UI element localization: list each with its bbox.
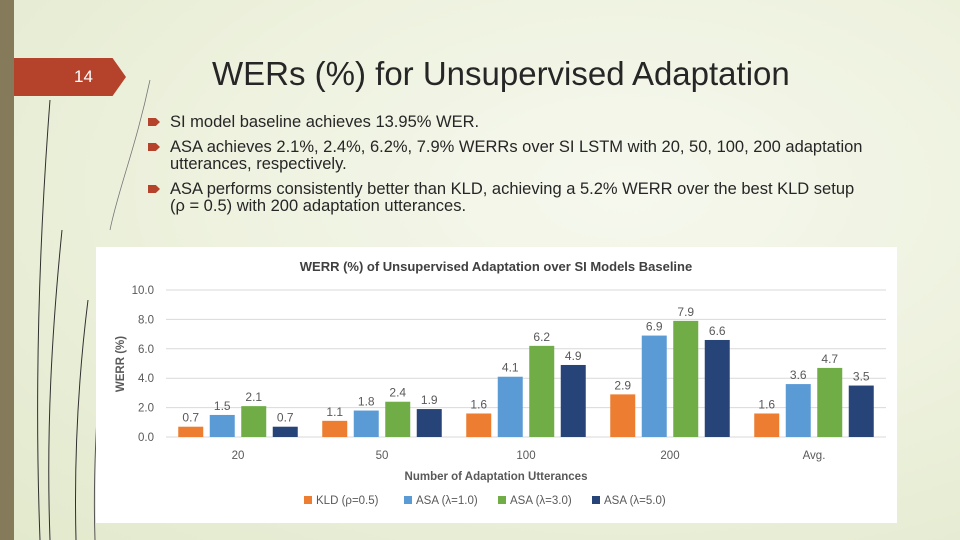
bar (529, 345, 555, 437)
bar (754, 413, 780, 437)
bar (641, 335, 667, 437)
data-label: 1.1 (326, 405, 343, 419)
bar (322, 420, 348, 437)
data-label: 4.7 (821, 352, 838, 366)
bullet-arrow-icon (148, 118, 160, 126)
left-accent-bar (0, 0, 14, 540)
bar (241, 406, 267, 437)
data-label: 1.5 (214, 399, 231, 413)
y-tick-labels: 10.0 8.0 6.0 4.0 2.0 0.0 (132, 285, 154, 444)
data-label: 3.6 (790, 368, 807, 382)
y-tick-label: 2.0 (138, 403, 154, 415)
bar (785, 384, 811, 437)
bar (610, 394, 636, 437)
bullet-list: SI model baseline achieves 13.95% WER. A… (148, 114, 868, 223)
legend-label: ASA (λ=5.0) (604, 495, 666, 507)
legend-label: ASA (λ=1.0) (416, 495, 478, 507)
data-label: 7.9 (677, 305, 694, 319)
x-tick-label: Avg. (803, 450, 826, 462)
data-label: 2.4 (389, 386, 406, 400)
y-tick-label: 8.0 (138, 314, 154, 326)
bar (178, 426, 204, 437)
page-number: 14 (74, 67, 93, 86)
data-label: 1.8 (358, 395, 375, 409)
bar (560, 364, 586, 437)
page-number-tab (14, 58, 126, 96)
bar (416, 409, 442, 437)
legend-label: ASA (λ=3.0) (510, 495, 572, 507)
chart-panel: WERR (%) of Unsupervised Adaptation over… (96, 247, 897, 523)
bar (353, 410, 379, 437)
bullet-item: ASA achieves 2.1%, 2.4%, 6.2%, 7.9% WERR… (148, 139, 868, 173)
y-tick-label: 10.0 (132, 285, 154, 297)
bullet-arrow-icon (148, 143, 160, 151)
legend-swatch (592, 496, 600, 504)
data-label: 1.6 (758, 397, 775, 411)
chart-title: WERR (%) of Unsupervised Adaptation over… (300, 259, 692, 274)
bullet-text: ASA achieves 2.1%, 2.4%, 6.2%, 7.9% WERR… (170, 138, 863, 173)
slide-title: WERs (%) for Unsupervised Adaptation (212, 55, 790, 92)
decorative-lines (37, 79, 151, 540)
data-label: 2.9 (614, 378, 631, 392)
data-label: 0.7 (277, 411, 294, 425)
x-axis-label: Number of Adaptation Utterances (405, 471, 588, 483)
data-label: 4.9 (565, 349, 582, 363)
data-label: 0.7 (182, 411, 199, 425)
bullet-text: SI model baseline achieves 13.95% WER. (170, 113, 480, 131)
y-tick-label: 6.0 (138, 344, 154, 356)
bullet-item: SI model baseline achieves 13.95% WER. (148, 114, 868, 131)
legend-swatch (498, 496, 506, 504)
legend-swatch (304, 496, 312, 504)
data-label: 6.9 (646, 320, 663, 334)
bar (466, 413, 492, 437)
chart-legend: KLD (ρ=0.5) ASA (λ=1.0) ASA (λ=3.0) ASA (λ=… (304, 495, 666, 507)
bar (209, 414, 235, 437)
bars: 0.7 1.5 2.1 0.7 1.1 1.8 2.4 1.9 1.6 4.1 6.2 4.9 2.9 6… (178, 305, 874, 437)
bar (817, 367, 843, 437)
x-tick-label: 100 (516, 450, 535, 462)
data-label: 3.5 (853, 370, 870, 384)
data-label: 6.2 (533, 330, 550, 344)
bar (673, 320, 699, 437)
y-tick-label: 0.0 (138, 432, 154, 444)
bullet-item: ASA performs consistently better than KL… (148, 181, 868, 215)
data-label: 4.1 (502, 361, 519, 375)
bar (704, 339, 730, 437)
data-label: 2.1 (245, 390, 262, 404)
x-tick-label: 200 (660, 450, 679, 462)
bar (272, 426, 298, 437)
werr-bar-chart: WERR (%) of Unsupervised Adaptation over… (115, 259, 886, 507)
x-tick-label: 20 (232, 450, 245, 462)
data-label: 6.6 (709, 324, 726, 338)
bullet-arrow-icon (148, 185, 160, 193)
data-label: 1.9 (421, 393, 438, 407)
legend-swatch (404, 496, 412, 504)
bullet-text: ASA performs consistently better than KL… (170, 180, 855, 215)
legend-label: KLD (ρ=0.5) (316, 495, 379, 507)
y-tick-label: 4.0 (138, 373, 154, 385)
bar (385, 401, 411, 437)
bar (848, 385, 874, 437)
x-tick-label: 50 (376, 450, 389, 462)
y-axis-label: WERR (%) (115, 336, 127, 392)
x-tick-labels: 20 50 100 200 Avg. (232, 450, 826, 462)
data-label: 1.6 (470, 397, 487, 411)
bar (497, 376, 523, 437)
